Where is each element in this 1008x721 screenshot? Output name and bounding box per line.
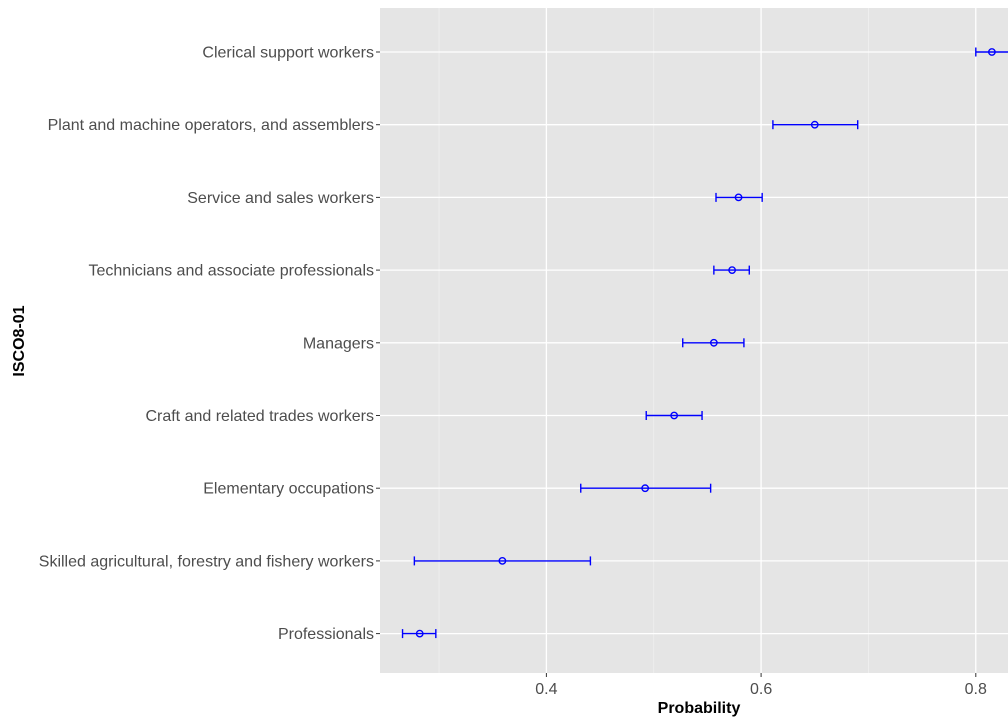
point-0 <box>987 48 996 56</box>
point-4 <box>709 338 718 347</box>
category-label-6: Elementary occupations <box>203 481 374 498</box>
category-label-5: Craft and related trades workers <box>145 408 374 425</box>
x-axis-title: Probability <box>658 700 741 717</box>
data-marks <box>401 47 1008 639</box>
category-label-7: Skilled agricultural, forestry and fishe… <box>39 553 374 570</box>
point-2 <box>734 193 743 202</box>
point-1 <box>810 120 819 129</box>
plot-panel <box>380 8 1008 673</box>
point-3 <box>728 266 737 274</box>
point-7 <box>498 557 507 565</box>
category-labels: Clerical support workers Plant and machin… <box>39 45 374 644</box>
axis-ticks <box>376 51 977 677</box>
x-tick-label-1: 0.6 <box>750 681 772 698</box>
category-label-1: Plant and machine operators, and assembl… <box>48 117 374 134</box>
x-tick-label-0: 0.4 <box>535 681 557 698</box>
point-5 <box>670 411 679 420</box>
category-label-3: Technicians and associate professionals <box>89 263 375 280</box>
category-label-4: Managers <box>303 335 374 352</box>
x-tick-labels: 0.4 0.6 0.8 <box>535 681 987 698</box>
point-8 <box>415 629 424 638</box>
y-axis-title: ISCO8-01 <box>11 305 28 376</box>
point-6 <box>641 484 650 493</box>
category-label-2: Service and sales workers <box>187 190 374 207</box>
category-label-8: Professionals <box>278 626 374 643</box>
x-tick-label-2: 0.8 <box>965 681 987 698</box>
category-label-0: Clerical support workers <box>202 45 374 62</box>
